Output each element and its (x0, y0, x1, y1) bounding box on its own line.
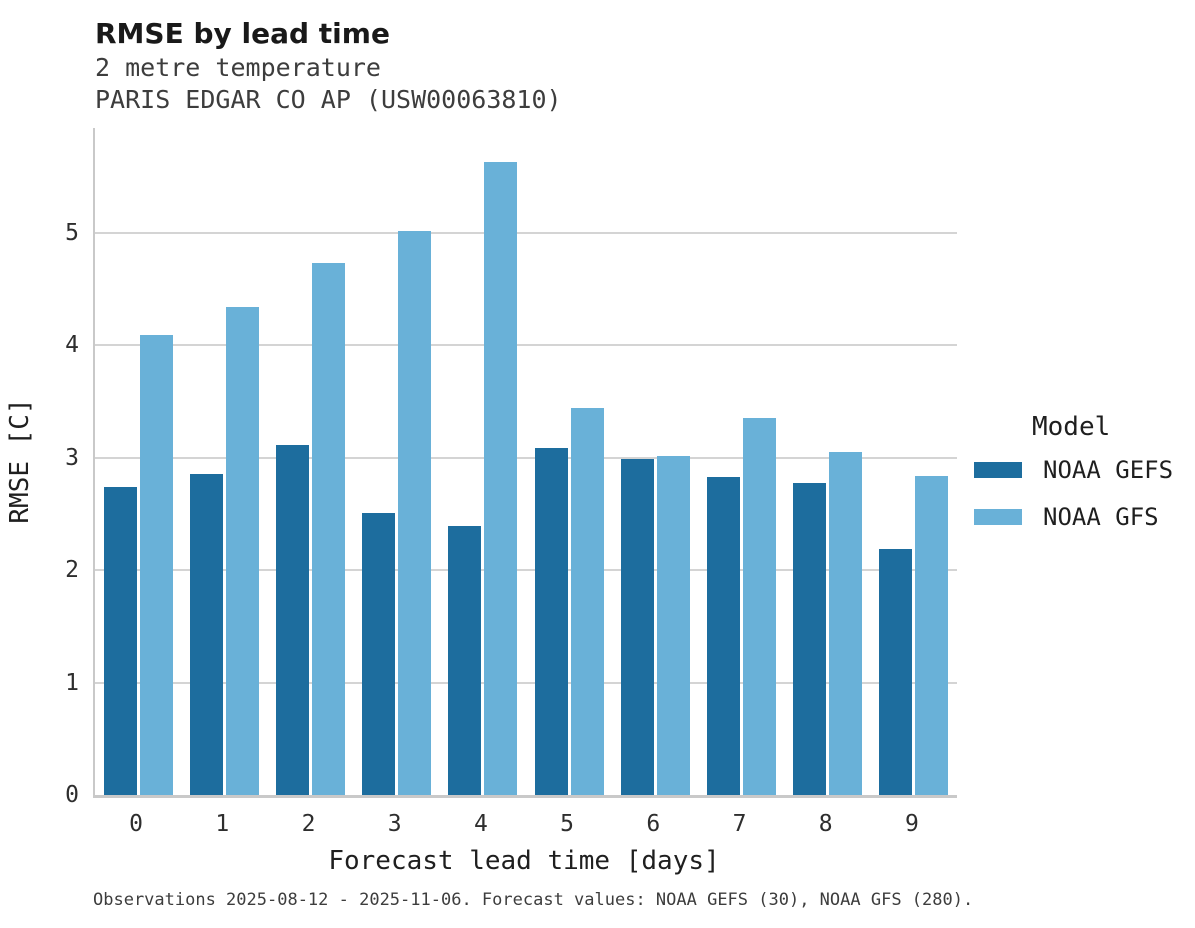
bar-noaa-gfs-day9 (915, 475, 949, 795)
bar-noaa-gfs-day0 (139, 335, 173, 795)
y-tick-label-4: 4 (65, 332, 79, 359)
bar-noaa-gfs-day5 (570, 408, 604, 795)
bar-noaa-gefs-day3 (362, 512, 396, 795)
x-tick-label-2: 2 (301, 811, 316, 837)
gridline-y3 (95, 456, 957, 459)
bar-noaa-gefs-day5 (534, 447, 568, 795)
x-tick-label-0: 0 (129, 811, 144, 837)
caption: Observations 2025-08-12 - 2025-11-06. Fo… (93, 890, 974, 910)
gridline-y5 (95, 232, 957, 234)
chart-subtitle-variable: 2 metre temperature (95, 53, 381, 82)
plot-area (93, 128, 957, 798)
bar-noaa-gfs-day7 (743, 418, 776, 795)
y-tick-label-5: 5 (65, 220, 79, 246)
bar-noaa-gfs-day2 (312, 263, 345, 795)
gridline-y4 (95, 344, 957, 347)
gefs-swatch-icon (974, 462, 1022, 478)
bar-noaa-gefs-day4 (448, 526, 482, 795)
bar-noaa-gefs-day7 (707, 476, 740, 795)
bar-noaa-gfs-day1 (225, 307, 259, 795)
chart-subtitle: 2 metre temperature PARIS EDGAR CO AP (US… (95, 52, 562, 116)
bar-noaa-gefs-day1 (189, 473, 223, 795)
chart-subtitle-station: PARIS EDGAR CO AP (USW00063810) (95, 85, 562, 114)
x-tick-label-3: 3 (387, 811, 402, 837)
bar-noaa-gefs-day6 (620, 458, 654, 795)
chart-title: RMSE by lead time (95, 17, 390, 50)
legend: Model NOAA GEFS NOAA GFS (962, 412, 1195, 550)
gfs-swatch-icon (974, 509, 1022, 525)
x-tick-label-4: 4 (473, 811, 488, 837)
y-tick-label-2: 2 (65, 557, 79, 584)
y-tick-label-0: 0 (65, 782, 79, 808)
gridline-y2 (95, 569, 957, 572)
y-tick-label-3: 3 (65, 444, 79, 471)
bar-noaa-gfs-day6 (656, 455, 690, 795)
legend-label-gefs: NOAA GEFS (1043, 456, 1174, 484)
bar-noaa-gefs-day9 (879, 548, 913, 795)
legend-item-gfs: NOAA GFS (962, 503, 1195, 531)
x-tick-label-6: 6 (646, 811, 661, 837)
x-tick-label-5: 5 (560, 811, 575, 837)
bar-noaa-gfs-day4 (484, 162, 518, 795)
gridline-y1 (95, 681, 957, 684)
bar-noaa-gfs-day3 (398, 230, 432, 795)
x-tick-label-1: 1 (215, 811, 230, 837)
x-tick-label-9: 9 (904, 811, 919, 837)
x-tick-label-7: 7 (732, 811, 747, 837)
bar-noaa-gefs-day0 (103, 487, 137, 795)
legend-item-gefs: NOAA GEFS (962, 456, 1195, 484)
x-tick-label-8: 8 (818, 811, 833, 837)
bar-noaa-gefs-day2 (276, 445, 309, 795)
y-tick-label-1: 1 (65, 669, 79, 696)
x-axis-title: Forecast lead time [days] (328, 846, 720, 876)
bar-noaa-gefs-day8 (793, 482, 827, 795)
legend-label-gfs: NOAA GFS (1043, 503, 1159, 531)
bar-noaa-gfs-day8 (829, 452, 863, 795)
legend-title: Model (1032, 412, 1111, 442)
